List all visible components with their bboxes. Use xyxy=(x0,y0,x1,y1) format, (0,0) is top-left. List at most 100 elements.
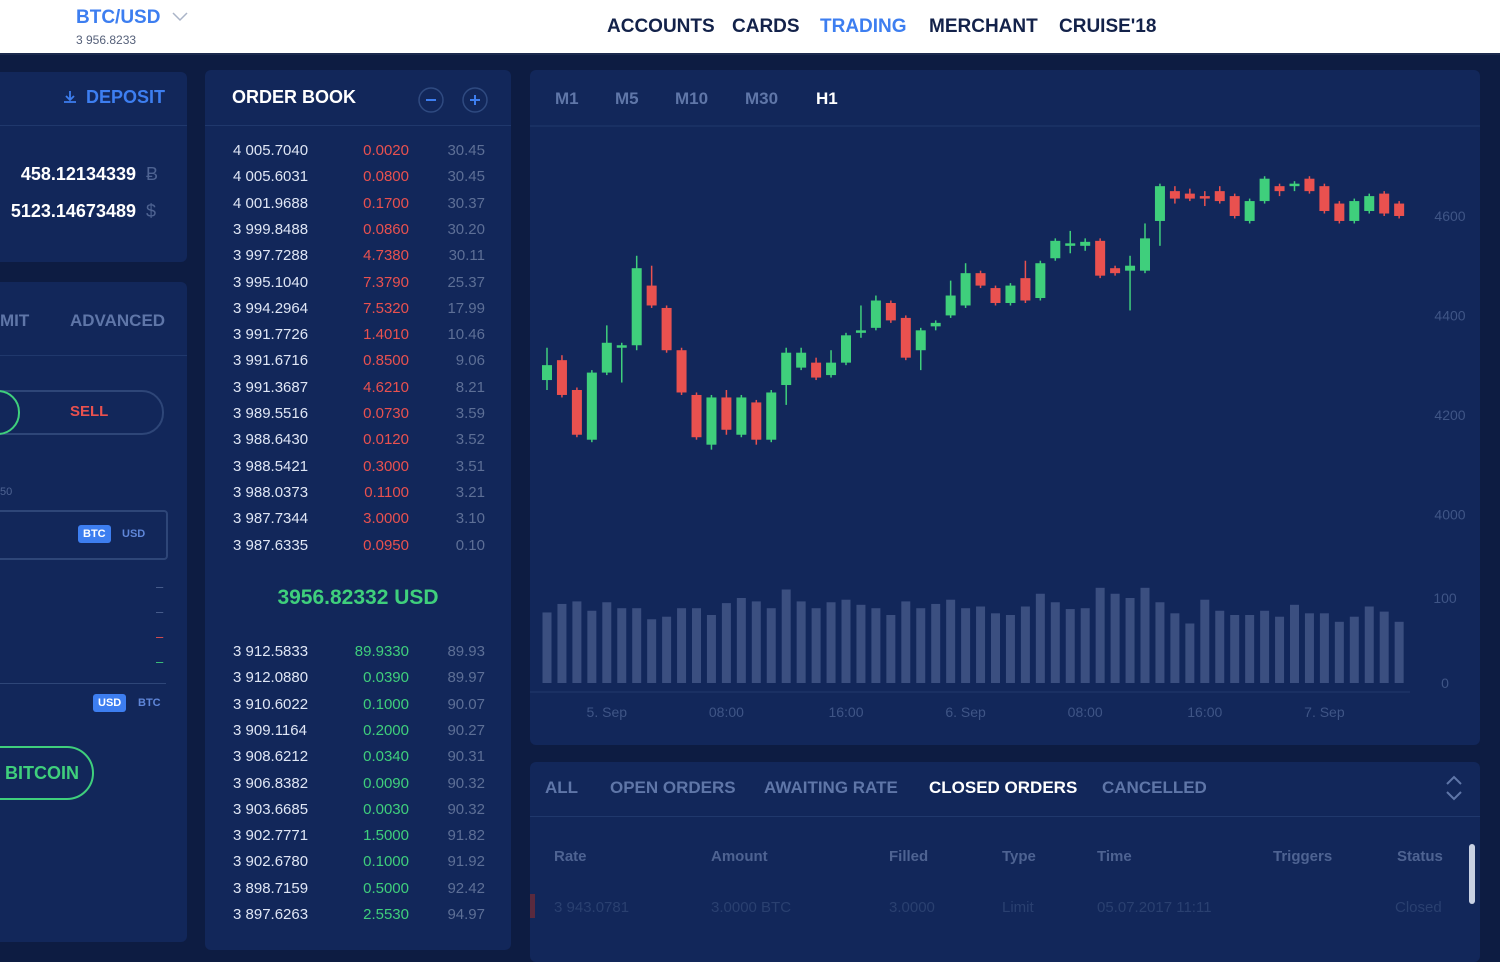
candle-body[interactable] xyxy=(900,317,911,358)
zoom-in[interactable] xyxy=(462,87,488,113)
amount-input[interactable] xyxy=(0,510,168,560)
candle-body[interactable] xyxy=(1244,201,1255,221)
candle-body[interactable] xyxy=(706,397,717,445)
candle-body[interactable] xyxy=(1319,186,1330,212)
orders-tab[interactable]: CANCELLED xyxy=(1102,778,1207,797)
sort-icon[interactable] xyxy=(1444,774,1464,802)
candle-body[interactable] xyxy=(781,352,792,386)
candle-body[interactable] xyxy=(1095,240,1106,276)
nav-link[interactable]: ACCOUNTS xyxy=(607,16,715,37)
pair-selector[interactable]: BTC/USD xyxy=(76,7,161,28)
candle-body[interactable] xyxy=(1334,203,1345,221)
currency-badge[interactable]: BTC xyxy=(138,697,161,709)
book-total: 91.92 xyxy=(447,853,485,871)
candle-body[interactable] xyxy=(646,285,657,306)
currency-badge[interactable]: USD xyxy=(93,694,127,712)
candle-body[interactable] xyxy=(1379,193,1390,214)
candle-body[interactable] xyxy=(1364,196,1375,212)
nav-link[interactable]: CARDS xyxy=(732,16,800,37)
candle-body[interactable] xyxy=(691,394,702,438)
candle-body[interactable] xyxy=(1154,186,1165,221)
nav-link[interactable]: MERCHANT xyxy=(929,16,1038,37)
candle-body[interactable] xyxy=(571,389,582,435)
balance-unit: Ƀ xyxy=(146,164,159,184)
x-tick-label: 16:00 xyxy=(1187,704,1222,720)
candle-body[interactable] xyxy=(556,360,567,395)
candle-body[interactable] xyxy=(1020,278,1031,301)
candle-body[interactable] xyxy=(1274,186,1285,192)
orders-tab[interactable]: AWAITING RATE xyxy=(764,778,898,797)
candle-body[interactable] xyxy=(990,288,1001,303)
scrollbar[interactable] xyxy=(1469,844,1475,904)
balance-amount: 458.12134339 xyxy=(20,164,136,184)
candle-body[interactable] xyxy=(751,402,762,440)
candle-body[interactable] xyxy=(631,268,642,346)
deposit-button[interactable]: DEPOSIT xyxy=(86,87,166,107)
book-total: 90.32 xyxy=(447,800,485,818)
candle-body[interactable] xyxy=(1349,201,1360,221)
candle-body[interactable] xyxy=(601,342,612,373)
orders-tab[interactable]: CLOSED ORDERS xyxy=(929,778,1078,797)
candle-body[interactable] xyxy=(1050,240,1061,259)
currency-badge[interactable]: BTC xyxy=(78,525,111,543)
currency-badge[interactable]: USD xyxy=(122,528,146,540)
balance-unit: $ xyxy=(146,201,157,221)
candle-body[interactable] xyxy=(1169,191,1180,199)
candle-body[interactable] xyxy=(676,350,687,393)
x-tick-label: 08:00 xyxy=(1068,704,1103,720)
orders-tab[interactable]: ALL xyxy=(545,778,579,797)
candle-body[interactable] xyxy=(855,330,866,333)
candle-body[interactable] xyxy=(586,372,597,440)
candle-body[interactable] xyxy=(796,352,807,368)
orders-tab[interactable]: OPEN ORDERS xyxy=(610,778,736,797)
column-header: Status xyxy=(1397,848,1443,865)
candle-body[interactable] xyxy=(1035,263,1046,299)
candle-body[interactable] xyxy=(766,392,777,440)
candle-body[interactable] xyxy=(1110,268,1121,274)
submit-button[interactable] xyxy=(0,746,94,800)
candle-body[interactable] xyxy=(1229,196,1240,216)
book-total: 91.82 xyxy=(447,827,485,845)
candle-body[interactable] xyxy=(1394,203,1405,216)
timeframe-tab[interactable]: H1 xyxy=(816,89,838,108)
zoom-out[interactable] xyxy=(418,87,444,113)
book-price: 3 991.7726 xyxy=(233,326,309,344)
candle-body[interactable] xyxy=(885,302,896,321)
timeframe-tab[interactable]: M10 xyxy=(675,89,708,108)
candle-body[interactable] xyxy=(826,362,837,376)
candle-body[interactable] xyxy=(721,397,732,430)
timeframe-tab[interactable]: M30 xyxy=(745,89,778,108)
candle-body[interactable] xyxy=(1080,241,1091,246)
candle-body[interactable] xyxy=(1289,183,1300,187)
candle-body[interactable] xyxy=(1259,178,1270,202)
candle-body[interactable] xyxy=(811,362,822,378)
candle-body[interactable] xyxy=(1214,191,1225,202)
nav-link[interactable]: TRADING xyxy=(820,16,907,37)
sell-toggle[interactable]: SELL xyxy=(70,403,109,420)
timeframe-tab[interactable]: M5 xyxy=(615,89,639,108)
candle-body[interactable] xyxy=(945,295,956,316)
candle-body[interactable] xyxy=(542,365,552,381)
candle-body[interactable] xyxy=(1140,238,1150,271)
candle-body[interactable] xyxy=(1199,196,1210,199)
candle-body[interactable] xyxy=(661,307,672,351)
candle-body[interactable] xyxy=(975,273,986,286)
candle-body[interactable] xyxy=(1065,243,1076,246)
timeframe-tab[interactable]: M1 xyxy=(555,89,579,108)
candle-body[interactable] xyxy=(915,330,926,351)
candle-body[interactable] xyxy=(930,322,941,327)
form-tab[interactable]: MIT xyxy=(0,311,30,330)
volume-bar xyxy=(617,608,627,683)
candle-body[interactable] xyxy=(1184,193,1195,199)
candle-body[interactable] xyxy=(960,273,971,306)
candle-body[interactable] xyxy=(1125,265,1136,271)
dash: – xyxy=(156,654,164,669)
candle-body[interactable] xyxy=(736,397,747,435)
candle-body[interactable] xyxy=(1304,178,1315,192)
nav-link[interactable]: CRUISE'18 xyxy=(1059,16,1157,37)
candle-body[interactable] xyxy=(616,345,627,348)
form-tab[interactable]: ADVANCED xyxy=(70,311,166,330)
candle-body[interactable] xyxy=(1005,285,1016,303)
candle-body[interactable] xyxy=(841,335,851,363)
candle-body[interactable] xyxy=(870,300,881,328)
